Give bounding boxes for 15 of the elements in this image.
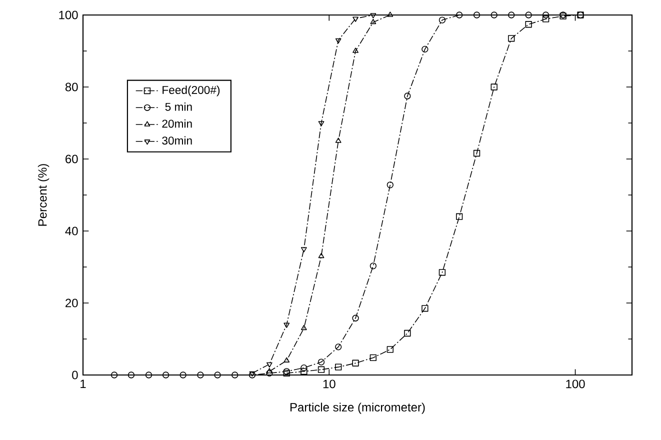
y-tick-label: 80 (65, 82, 78, 92)
x-axis-title: Particle size (micrometer) (290, 402, 425, 414)
y-tick-label: 60 (66, 154, 78, 164)
legend-label: 30min (162, 136, 192, 145)
y-tick-label: 100 (59, 10, 78, 20)
x-tick-label: 1 (80, 380, 86, 388)
y-tick-label: 20 (66, 298, 78, 308)
legend-label: 5 min (165, 102, 192, 111)
x-tick-label: 100 (566, 380, 585, 388)
x-tick-label: 10 (323, 380, 336, 388)
y-tick-label: 40 (65, 226, 78, 236)
legend-label: 20min (162, 119, 192, 128)
legend-label: Feed(200#) (162, 86, 220, 96)
y-axis-title: Percent (%) (38, 164, 50, 226)
y-tick-label: 0 (72, 370, 78, 380)
